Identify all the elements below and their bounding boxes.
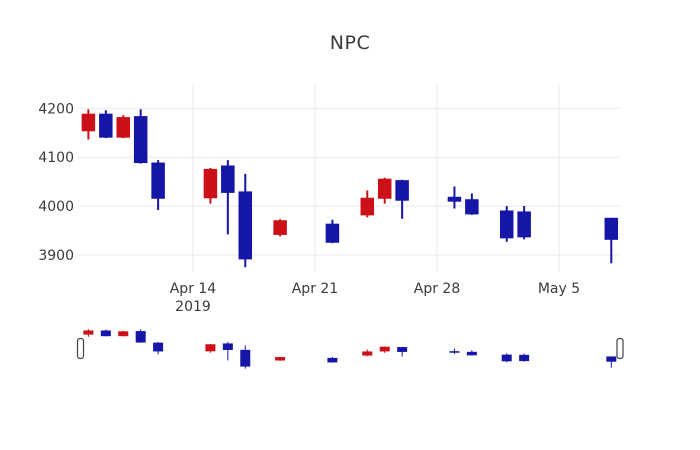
rangeslider-candle-2019-04-10 [118,330,129,337]
rangeslider-candle-body [501,354,512,362]
rangeslider-candle-2019-04-16 [222,341,233,361]
candle-body [517,211,531,238]
rangeslider-candle-body [362,351,373,356]
candle-body [81,113,96,132]
candle-body [465,199,479,215]
rangeslider-candle-2019-04-09 [100,329,111,337]
y-tick-label-4100: 4100 [38,150,74,166]
x-tick-label-Apr 21: Apr 21 [292,281,338,297]
candle-body [377,178,392,199]
plot-area[interactable] [78,85,621,272]
chart-title: NPC [329,32,371,54]
candle-body [238,191,253,260]
rangeslider-candle-2019-04-24 [362,349,373,357]
y-tick-label-4000: 4000 [38,199,74,215]
rangeslider-candle-2019-05-03 [519,353,530,362]
rangeslider-candle-2019-04-26 [397,346,408,357]
rangeslider-candle-body [466,351,477,356]
candle-body [203,168,218,199]
rangeslider-candle-body [327,357,338,363]
candle-2019-04-11[interactable] [133,109,148,164]
y-tick-label-3900: 3900 [38,248,74,264]
candle-2019-04-16[interactable] [221,160,235,235]
rangeslider-candle-2019-04-22 [327,356,338,363]
rangeslider-candle-2019-04-29 [449,348,460,355]
rangeslider-candle-body [275,357,286,361]
candle-2019-04-10[interactable] [116,115,131,139]
candle-body [133,116,148,164]
rangeslider-candle-2019-04-25 [379,346,390,353]
rangeslider-candle-2019-04-17 [240,345,251,369]
rangeslider-candle-2019-04-15 [205,343,216,353]
candle-body [325,223,340,243]
x-tick-label-May 5: May 5 [538,281,580,297]
candle-2019-05-08[interactable] [604,217,619,264]
rangeslider-candle-body [222,343,233,350]
gridlines [78,85,621,272]
candle-body [499,210,514,239]
candle-body [116,117,131,138]
candle-2019-04-15[interactable] [203,167,218,204]
candle-body [99,113,113,138]
rangeslider-candle-2019-04-30 [466,350,477,356]
rangeslider-candle-body [205,344,216,352]
rangeslider-candle-2019-04-19 [275,356,286,361]
candle-2019-04-12[interactable] [151,160,165,210]
rangeslider-candle-body [379,346,390,352]
rangeslider-candle-body [135,331,146,343]
candles-main [81,109,619,268]
rangeslider-candle-body [449,351,460,353]
rangeslider-candle-2019-05-08 [606,356,617,368]
candle-body [447,196,462,202]
rangeslider-right-handle[interactable] [616,337,624,360]
candle-2019-04-24[interactable] [360,190,375,218]
candle-2019-04-09[interactable] [99,110,113,139]
candle-2019-04-19[interactable] [273,219,287,237]
rangeslider-candle-body [100,330,111,337]
x-tick-sublabel-2019: 2019 [175,299,211,315]
rangeslider-candle-2019-04-12 [153,341,164,355]
candle-2019-04-17[interactable] [238,173,253,268]
candle-2019-05-03[interactable] [517,206,531,240]
rangeslider-candle-body [240,349,251,367]
x-tick-label-Apr 14: Apr 14 [170,281,217,297]
candle-2019-05-02[interactable] [499,206,514,242]
rangeslider-candle-body [397,347,408,352]
candle-body [395,180,409,201]
rangeslider-candle-body [83,330,94,335]
rangeslider-candle-body [153,342,164,352]
candle-2019-04-29[interactable] [447,186,462,209]
candle-2019-04-26[interactable] [395,179,409,219]
rangeslider-candle-2019-04-11 [135,329,146,343]
rangeslider-candle-body [118,331,129,337]
candle-body [273,220,287,235]
candle-2019-04-25[interactable] [377,177,392,204]
rangeslider-candle-2019-04-08 [83,329,94,337]
rangeslider[interactable] [76,326,624,372]
x-axis: Apr 14 2019 Apr 21 Apr 28 May 5 [170,281,580,315]
candle-2019-04-22[interactable] [325,219,340,244]
y-tick-label-4200: 4200 [38,101,74,117]
candle-body [221,165,235,193]
candle-body [360,197,375,216]
rangeslider-candle-body [606,356,617,362]
rangeslider-candle-body [519,354,530,362]
x-tick-label-Apr 28: Apr 28 [414,281,460,297]
candle-2019-04-08[interactable] [81,109,96,140]
candle-body [151,162,165,199]
candle-body [604,217,619,240]
rangeslider-candle-2019-05-02 [501,353,512,363]
y-axis: 3900 4000 4100 4200 [38,101,74,264]
candle-2019-04-30[interactable] [465,193,479,215]
rangeslider-left-handle[interactable] [76,337,85,360]
